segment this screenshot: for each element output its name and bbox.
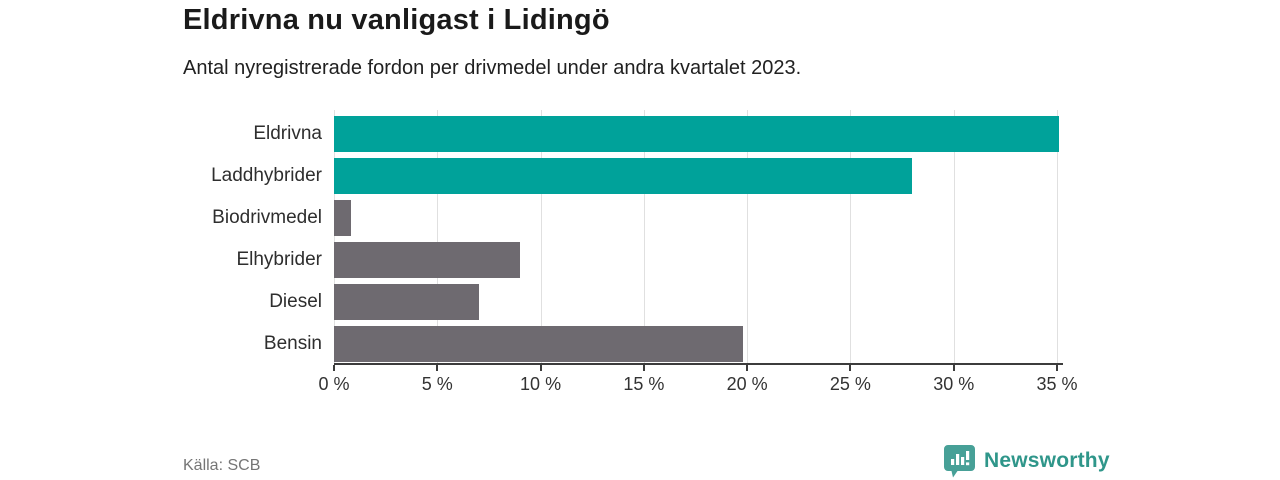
gridline-25 bbox=[850, 110, 852, 364]
bar bbox=[334, 242, 520, 278]
axis-tick-label: 15 % bbox=[623, 374, 665, 394]
gridline-5 bbox=[437, 110, 439, 364]
axis-tick-label: 5 % bbox=[421, 374, 453, 394]
page-title: Eldrivna nu vanligast i Lidingö bbox=[183, 4, 610, 36]
axis-tick-label: 10 % bbox=[520, 374, 562, 394]
category-label: Eldrivna bbox=[253, 123, 322, 144]
axis-tick bbox=[333, 365, 335, 371]
axis-tick-label: 20 % bbox=[726, 374, 768, 394]
bar-chart-plot-area bbox=[334, 110, 1060, 364]
newsworthy-logo: Newsworthy bbox=[943, 444, 1110, 478]
axis-tick bbox=[952, 365, 955, 371]
bar bbox=[334, 116, 1060, 152]
category-label-column: Eldrivna Laddhybrider Biodrivmedel Elhybrid… bbox=[0, 110, 322, 364]
bar bbox=[334, 284, 479, 320]
category-label: Diesel bbox=[269, 291, 322, 312]
axis-tick bbox=[642, 365, 645, 371]
gridline-30 bbox=[953, 110, 955, 364]
axis-tick-label: 30 % bbox=[933, 374, 975, 394]
axis-tick bbox=[746, 365, 749, 371]
axis-tick bbox=[436, 365, 439, 371]
x-axis-line bbox=[334, 363, 1063, 365]
chart-subtitle: Antal nyregistrerade fordon per drivmede… bbox=[183, 57, 802, 79]
category-label: Biodrivmedel bbox=[212, 207, 322, 228]
bar bbox=[334, 158, 913, 194]
axis-tick-label: 35 % bbox=[1036, 374, 1078, 394]
brand-name: Newsworthy bbox=[984, 449, 1110, 472]
bar bbox=[334, 200, 351, 236]
category-label: Bensin bbox=[263, 333, 322, 354]
axis-tick bbox=[849, 365, 852, 371]
axis-tick bbox=[539, 365, 542, 371]
bar bbox=[334, 326, 743, 362]
gridline-10 bbox=[540, 110, 542, 364]
axis-tick-label: 25 % bbox=[829, 374, 871, 394]
x-axis: 0 % 5 % 10 % 15 % 20 % 25 % 30 % 35 % bbox=[318, 363, 1078, 403]
gridline-15 bbox=[643, 110, 645, 364]
axis-tick bbox=[1056, 365, 1058, 371]
newsworthy-chart-pin-icon bbox=[944, 445, 975, 478]
axis-tick-label: 0 % bbox=[318, 374, 350, 394]
gridline-35 bbox=[1057, 110, 1058, 364]
source-note: Källa: SCB bbox=[183, 457, 261, 474]
category-label: Elhybrider bbox=[236, 249, 322, 270]
gridline-0 bbox=[334, 110, 335, 364]
category-label: Laddhybrider bbox=[211, 165, 322, 186]
gridline-20 bbox=[747, 110, 749, 364]
